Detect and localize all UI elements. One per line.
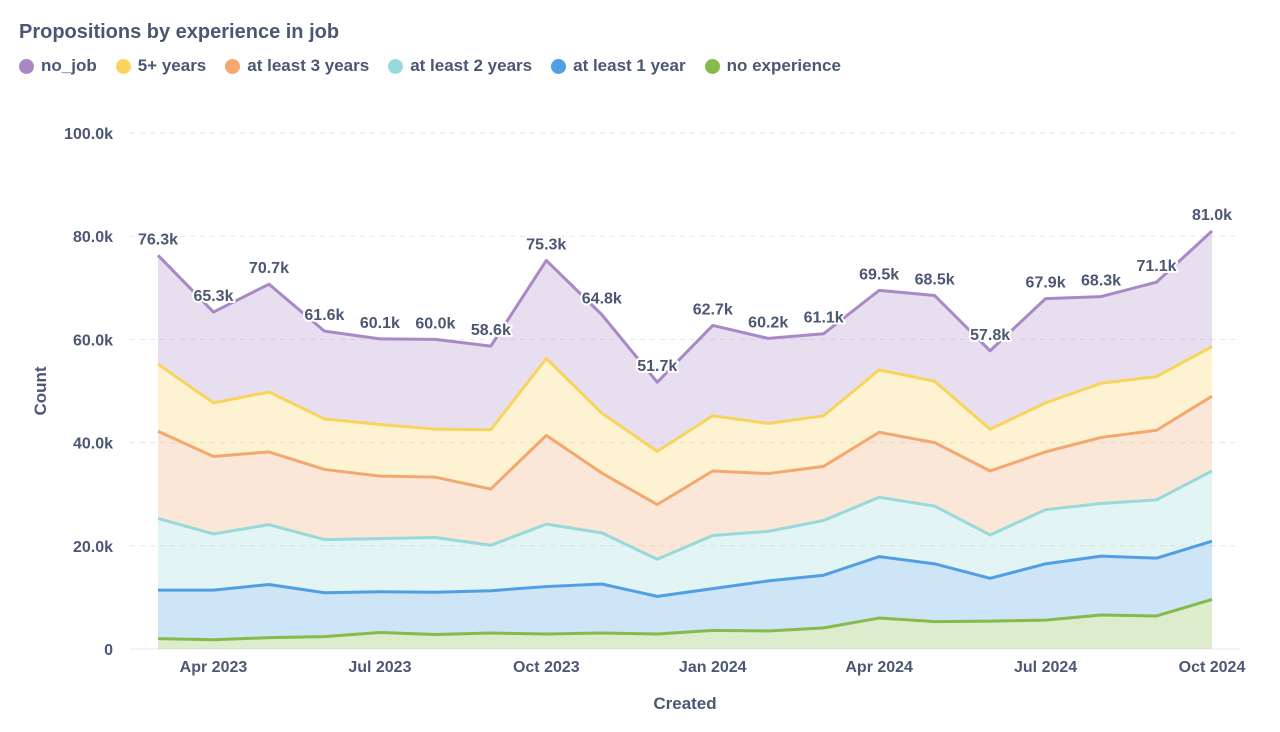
line-5-years [157,345,1213,453]
legend-item-5-years[interactable]: 5+ years [115,56,207,76]
y-axis-title: Count [31,366,50,415]
legend-item-at-least-2-years[interactable]: at least 2 years [388,56,532,76]
area-5-years[interactable] [158,346,1212,505]
legend-swatch [225,58,241,74]
total-data-label: 71.1k [1137,258,1177,275]
data-labels: 76.3k 65.3k 70.7k 61.6k 60.1k 60.0k 58.6k 75.3k… [136,205,1234,377]
legend-label: no_job [41,56,97,75]
legend-item-at-least-1-year[interactable]: at least 1 year [551,56,686,76]
x-tick-label: Jul 2023 [348,659,411,676]
legend-swatch [551,58,567,74]
y-tick-label: 100.0k [64,126,113,143]
chart-legend: no_job 5+ years at least 3 years at least 2… [19,56,860,76]
x-tick-label: Apr 2023 [180,659,248,676]
area-at-least-1-year[interactable] [158,541,1212,640]
legend-item-no-experience[interactable]: no experience [704,56,841,76]
legend-label: at least 3 years [247,56,370,75]
total-data-label: 64.8k [582,291,622,308]
y-tick-label: 80.0k [73,229,113,246]
legend-label: at least 2 years [410,56,533,75]
x-tick-label: Oct 2023 [513,659,580,676]
line-at-least-2-years [157,469,1213,561]
legend-swatch [19,58,34,74]
chart-title: Propositions by experience in job [19,21,340,43]
area-no-experience[interactable] [158,599,1212,649]
legend-swatch [704,58,720,74]
areas [156,229,1214,649]
total-data-label: 60.2k [748,314,788,331]
legend-item-at-least-3-years[interactable]: at least 3 years [225,56,369,76]
legend-swatch [115,58,131,74]
total-data-label: 61.1k [804,310,844,327]
total-data-label: 61.6k [304,307,344,324]
line-at-least-3-years [157,394,1213,507]
legend-swatch [388,58,404,74]
area-no-job[interactable] [158,231,1212,452]
total-data-label: 75.3k [526,236,566,253]
legend-label: no experience [726,56,841,75]
total-data-label: 68.3k [1081,273,1121,290]
legend-item-no-job[interactable]: no_job [19,56,97,76]
total-data-label: 67.9k [1026,275,1066,292]
total-data-label: 76.3k [138,231,178,248]
x-tick-label: Apr 2024 [845,659,913,676]
line-no-job [156,229,1214,384]
x-axis-title: Created [653,694,716,713]
area-at-least-2-years[interactable] [158,470,1212,597]
total-data-label: 58.6k [471,322,511,339]
legend-label: 5+ years [137,56,207,75]
line-no-experience [157,598,1213,642]
y-tick-label: 40.0k [73,436,113,453]
x-tick-label: Jul 2024 [1014,659,1077,676]
total-data-label: 68.5k [915,272,955,289]
total-data-label: 57.8k [970,327,1010,344]
total-data-label: 69.5k [859,266,899,283]
area-at-least-3-years[interactable] [158,396,1212,560]
y-tick-label: 0 [104,642,113,659]
legend-label: at least 1 year [573,56,686,75]
line-at-least-1-year [158,539,1213,598]
x-tick-label: Oct 2024 [1179,659,1246,676]
x-tick-label: Jan 2024 [679,659,747,676]
total-data-label: 60.1k [360,315,400,332]
total-data-label: 51.7k [637,358,677,375]
total-data-label: 81.0k [1192,207,1232,224]
total-data-label: 62.7k [693,301,733,318]
total-data-label: 60.0k [415,315,455,332]
total-data-label: 65.3k [193,288,233,305]
y-tick-label: 60.0k [73,332,113,349]
y-tick-label: 20.0k [73,539,113,556]
total-data-label: 70.7k [249,260,289,277]
